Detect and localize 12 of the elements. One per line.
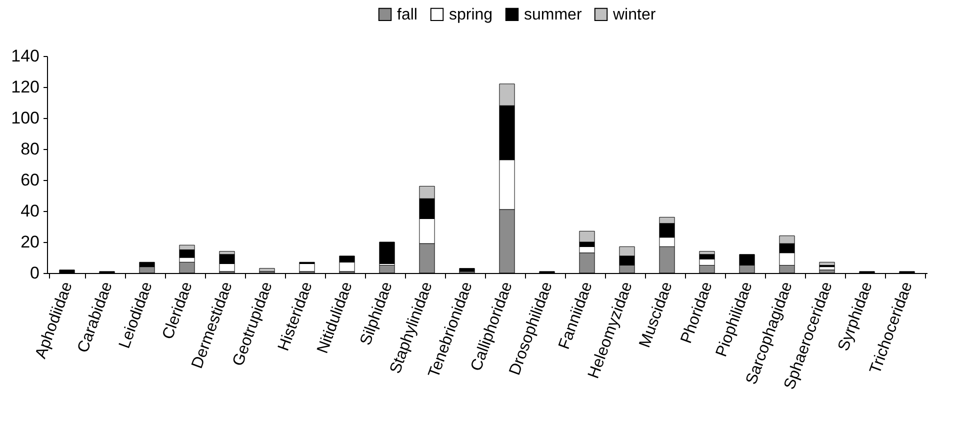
y-tick-label: 0 [30, 264, 40, 282]
y-tick-label: 40 [20, 202, 40, 220]
legend-label: spring [449, 6, 493, 24]
y-tick-label: 20 [20, 232, 40, 252]
y-tick-label: 120 [11, 78, 40, 96]
legend-label: summer [524, 6, 582, 24]
y-tick-label: 80 [20, 140, 40, 158]
legend-label: winter [612, 6, 656, 24]
y-tick-label: 140 [11, 46, 40, 66]
legend-label: fall [397, 6, 418, 24]
y-tick-label: 100 [11, 108, 40, 128]
y-tick-label: 60 [20, 170, 40, 190]
